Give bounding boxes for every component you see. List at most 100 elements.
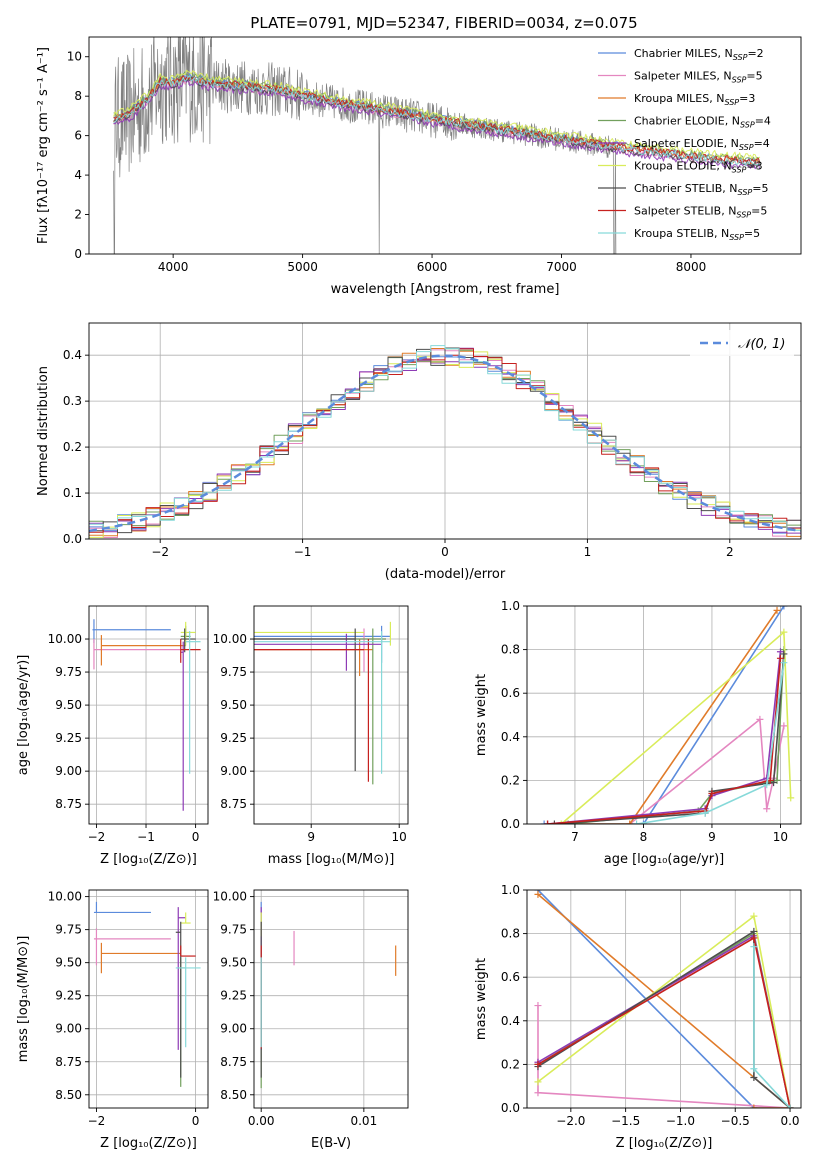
age-vs-mass-errorbars	[254, 621, 391, 785]
y-tick-label: 9.25	[220, 731, 247, 745]
x-tick-label: −2.0	[556, 1114, 585, 1128]
y-tick-label: 9.50	[55, 698, 82, 712]
weight-vs-z-axes: −2.0 −1.5 −1.0 −0.5 0.0 0.0 0.2 0.4 0.6 0.8 1.0 Z […	[474, 883, 802, 1151]
point-marker	[540, 820, 548, 824]
legend-entry: Chabrier ELODIE, NSSP=4	[634, 115, 771, 130]
y-tick-label: 0.8	[501, 927, 520, 941]
x-tick-label: −2	[88, 830, 106, 844]
y-tick-label: 0.2	[501, 1057, 520, 1071]
legend-entry: Kroupa ELODIE, NSSP=3	[634, 160, 763, 175]
y-tick-label: 10.00	[48, 890, 82, 904]
point-marker	[708, 789, 716, 797]
residual-legend: 𝒩(0, 1)	[690, 330, 794, 356]
model-spectrum-9	[113, 75, 760, 166]
point-marker	[756, 715, 764, 723]
data-layer	[89, 37, 801, 1108]
point-marker	[773, 606, 781, 614]
x-tick-label: 5000	[287, 260, 318, 274]
x-tick-label: 8000	[676, 260, 707, 274]
age-vs-mass-frame	[253, 605, 409, 825]
x-tick-label: −1	[294, 545, 312, 559]
y-tick-label: 9.75	[55, 923, 82, 937]
mass-vs-z-frame	[88, 889, 209, 1109]
weight-series-8	[537, 937, 791, 1108]
y-tick-label: 4	[74, 168, 82, 182]
x-tick-label: 0	[441, 545, 449, 559]
legend-layer: Chabrier MILES, NSSP=2 Salpeter MILES, NS…	[598, 47, 794, 356]
age-vs-z-errorbars	[92, 619, 201, 811]
x-tick-label: −1.5	[611, 1114, 640, 1128]
y-tick-label: 0.2	[63, 440, 82, 454]
age-vs-z-xlabel: Z [log₁₀(Z/Z⊙)]	[100, 852, 197, 867]
x-tick-label: 7	[571, 830, 579, 844]
mass-vs-z-xlabel: Z [log₁₀(Z/Z⊙)]	[100, 1136, 197, 1151]
y-tick-label: 2	[74, 208, 82, 222]
point-marker	[750, 912, 758, 920]
x-tick-label: 0.00	[248, 1114, 275, 1128]
y-tick-label: 9.00	[55, 1022, 82, 1036]
legend-entry: 𝒩(0, 1)	[738, 337, 785, 352]
x-tick-label: 0	[192, 1114, 200, 1128]
residuals-xlabel: (data-model)/error	[385, 567, 506, 582]
x-tick-label: −1.0	[666, 1114, 695, 1128]
point-marker	[534, 1089, 542, 1097]
y-tick-label: 1.0	[501, 599, 520, 613]
legend-entry: Chabrier MILES, NSSP=2	[634, 47, 764, 62]
weight-vs-z-lines	[534, 890, 794, 1108]
weight-vs-age-ylabel: mass weight	[474, 674, 489, 756]
point-marker	[763, 805, 771, 813]
point-marker	[534, 1060, 542, 1068]
x-tick-label: 10	[773, 830, 788, 844]
point-marker	[786, 1104, 794, 1108]
x-tick-label: 7000	[546, 260, 577, 274]
point-marker	[534, 1078, 542, 1086]
y-tick-label: 10.00	[213, 890, 247, 904]
x-tick-label: 0.0	[780, 1114, 799, 1128]
y-tick-label: 9.00	[55, 764, 82, 778]
weight-series-6	[537, 915, 791, 1108]
point-marker	[750, 1104, 758, 1108]
point-marker	[534, 1002, 542, 1010]
point-marker	[750, 1073, 758, 1081]
y-tick-label: 0	[74, 247, 82, 261]
mass-vs-ebv-axes: 0.00 0.01 8.50 8.75 9.00 9.25 9.50 9.75 10.00 E(B…	[213, 889, 409, 1151]
y-tick-label: 9.75	[220, 923, 247, 937]
mass-vs-ebv-xlabel: E(B-V)	[311, 1136, 351, 1151]
y-tick-label: 8.50	[220, 1088, 247, 1102]
point-marker	[633, 820, 641, 824]
point-marker	[557, 820, 565, 824]
model-spectrum-6	[113, 69, 761, 160]
point-marker	[787, 794, 795, 802]
weight-series-3	[537, 893, 791, 1108]
age-vs-mass-xlabel: mass [log₁₀(M/M⊙)]	[268, 852, 395, 867]
x-tick-label: 0.01	[350, 1114, 377, 1128]
weight-series-7	[537, 930, 791, 1108]
y-tick-label: 0.6	[501, 686, 520, 700]
y-tick-label: 9.50	[55, 956, 82, 970]
weight-vs-z-frame	[526, 889, 802, 1109]
x-tick-label: 6000	[417, 260, 448, 274]
x-tick-label: −0.5	[721, 1114, 750, 1128]
y-tick-label: 0.2	[501, 773, 520, 787]
x-tick-label: −2	[151, 545, 169, 559]
mass-vs-z-errorbars	[93, 901, 201, 1087]
y-tick-label: 8.75	[220, 1055, 247, 1069]
y-tick-label: 0.4	[501, 730, 520, 744]
x-tick-label: 8	[640, 830, 648, 844]
legend-entry: Salpeter ELODIE, NSSP=4	[634, 137, 770, 152]
residuals-axes: −2 −1 0 1 2 0.0 0.1 0.2 0.3 0.4 (data-model)/error…	[36, 322, 802, 582]
model-spectrum-8	[113, 75, 761, 164]
y-tick-label: 9.50	[220, 956, 247, 970]
y-tick-label: 0.1	[63, 486, 82, 500]
residual-histograms	[89, 345, 801, 538]
age-vs-z-frame	[88, 605, 209, 825]
spectrum-xlabel: wavelength [Angstrom, rest frame]	[331, 282, 560, 297]
weight-vs-age-axes: 7 8 9 10 0.0 0.2 0.4 0.6 0.8 1.0 age [log₁₀(age/yr…	[474, 599, 802, 867]
point-marker	[776, 654, 784, 662]
age-vs-z-ylabel: age [log₁₀(age/yr)]	[16, 655, 31, 776]
x-tick-label: −2	[88, 1114, 106, 1128]
legend-entry: Chabrier STELIB, NSSP=5	[634, 182, 768, 197]
weight-series-5	[537, 935, 791, 1108]
spectrum-lines	[113, 37, 761, 254]
